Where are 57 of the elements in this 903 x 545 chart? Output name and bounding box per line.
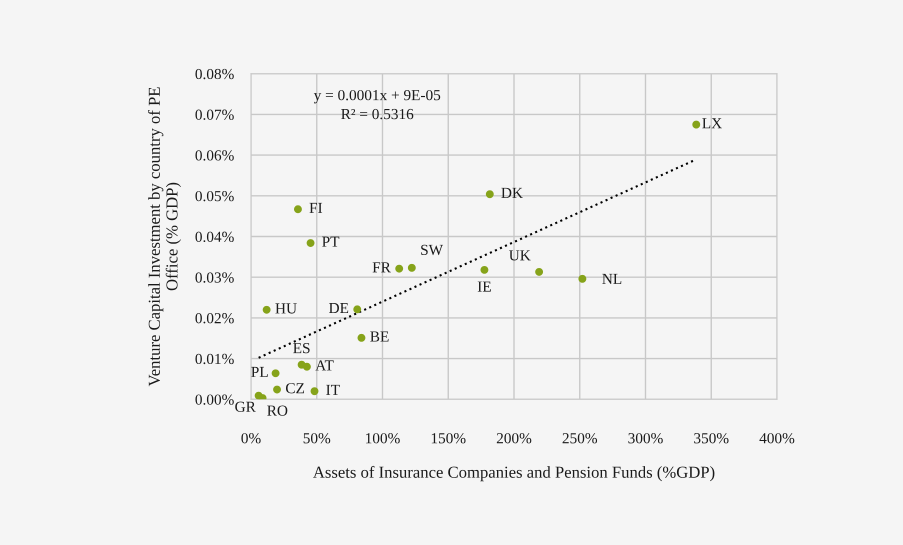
data-label: PT <box>322 236 340 247</box>
y-tick-label: 0.06% <box>195 150 234 161</box>
data-label: HU <box>275 303 297 314</box>
y-tick-label: 0.04% <box>195 232 234 242</box>
point <box>262 306 271 314</box>
data-label: UK <box>509 250 531 260</box>
data-label: LX <box>702 118 722 128</box>
data-label: AT <box>315 360 334 370</box>
point <box>395 264 404 273</box>
point <box>294 205 302 214</box>
data-label: DE <box>328 303 348 314</box>
point <box>353 305 362 314</box>
x-tick-label: 100% <box>366 433 400 444</box>
x-tick-label: 350% <box>694 433 729 444</box>
x-tick-label: 50% <box>304 433 330 444</box>
data-label: IT <box>326 384 340 395</box>
data-label: SW <box>421 244 444 256</box>
point <box>273 386 281 394</box>
x-tick-label: 400% <box>759 433 794 444</box>
x-axis-title: Assets of Insurance Companies and Pension Funds (%GDP) <box>313 466 714 482</box>
point <box>486 190 494 198</box>
point <box>535 268 544 276</box>
annotation: y = 0.0001x + 9E-05 <box>314 90 440 104</box>
y-tick-label: 0.05% <box>195 190 234 202</box>
y-axis-title: Venture Capital Investment by country of PE Office (% GDP) <box>148 87 181 386</box>
data-label: CZ <box>286 383 304 394</box>
point <box>306 239 314 247</box>
data-label: BE <box>370 332 389 342</box>
data-label: ES <box>293 343 310 354</box>
data-label: NL <box>602 274 622 284</box>
data-label: DK <box>501 188 523 198</box>
data-label: FR <box>372 262 391 272</box>
data-label: IE <box>478 282 491 292</box>
point <box>692 120 700 129</box>
annotation: R² = 0.5316 <box>341 108 414 120</box>
data-label: RO <box>267 406 288 416</box>
point <box>272 369 280 378</box>
point <box>578 274 586 283</box>
data-label: PL <box>251 366 268 377</box>
y-tick-label: 0.07% <box>195 110 234 120</box>
point <box>480 266 488 274</box>
point <box>358 334 366 342</box>
y-tick-label: 0.01% <box>195 354 234 364</box>
y-tick-label: 0.00% <box>195 394 234 405</box>
y-tick-label: 0.08% <box>195 68 234 80</box>
y-tick-label: 0.02% <box>195 313 234 324</box>
x-tick-label: 150% <box>432 433 466 444</box>
data-label: FI <box>309 202 322 213</box>
point <box>408 264 416 272</box>
x-tick-label: 0% <box>241 433 261 444</box>
data-label: GR <box>235 402 256 412</box>
x-tick-label: 300% <box>628 433 663 444</box>
x-tick-label: 200% <box>496 433 532 444</box>
x-tick-label: 250% <box>562 433 598 444</box>
y-tick-label: 0.03% <box>195 272 234 283</box>
point <box>302 362 311 371</box>
point <box>310 387 318 396</box>
